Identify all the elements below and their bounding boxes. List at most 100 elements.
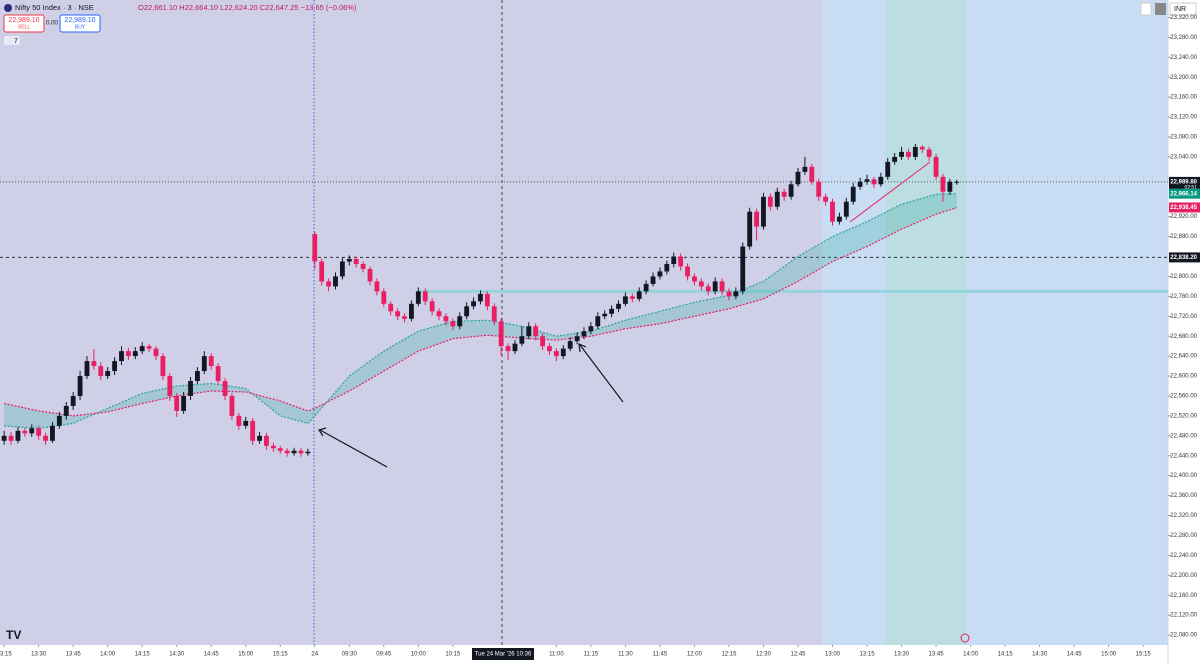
- candle-body: [409, 303, 414, 319]
- candle-body: [843, 201, 849, 217]
- candle-body: [36, 428, 42, 436]
- y-tick-label: 22,400.00: [1170, 473, 1197, 479]
- candle-body: [63, 405, 69, 416]
- candle-body: [671, 256, 677, 264]
- future-bg: [822, 0, 1168, 645]
- y-tick-label: 22,760.00: [1170, 294, 1197, 300]
- candle-body: [581, 331, 587, 337]
- candle-body: [567, 341, 573, 349]
- candle-body: [574, 336, 580, 342]
- y-tick-label: 22,360.00: [1170, 493, 1197, 499]
- candle-body: [181, 395, 187, 411]
- candle-body: [947, 181, 953, 192]
- candle-body: [657, 271, 663, 277]
- candle-body: [367, 268, 373, 282]
- candle-body: [823, 196, 829, 202]
- x-tick-label: 12:45: [790, 652, 806, 658]
- candle-body: [533, 326, 539, 337]
- candle-body: [112, 361, 118, 372]
- candle-body: [374, 281, 380, 292]
- x-tick-label: 13:45: [929, 652, 945, 658]
- currency-btn[interactable]: [1169, 2, 1197, 16]
- candle-body: [616, 303, 621, 309]
- candle-body: [761, 196, 766, 227]
- sell-price: 22,989.10: [8, 17, 39, 24]
- candle-body: [84, 361, 90, 377]
- candle-body: [498, 321, 504, 347]
- spread: 0.00: [46, 21, 58, 27]
- candle-body: [788, 184, 794, 197]
- y-tick-label: 23,320.00: [1170, 15, 1197, 21]
- candle-body: [56, 415, 62, 426]
- candle-body: [298, 450, 304, 454]
- candle-body: [277, 448, 283, 451]
- screenshot-btn[interactable]: [1155, 3, 1166, 15]
- candle-body: [643, 283, 649, 292]
- y-tick-label: 23,040.00: [1170, 154, 1197, 160]
- symbol: Nifty 50 Index · 3 · NSE: [15, 3, 94, 12]
- x-tick-label: 15:15: [273, 652, 289, 658]
- candle-body: [540, 336, 545, 347]
- candle-body: [291, 450, 297, 454]
- candle-body: [443, 316, 449, 322]
- session-bg: [0, 0, 822, 645]
- candle-body: [333, 276, 338, 287]
- x-tick-label: 12:15: [721, 652, 737, 658]
- candle-body: [664, 263, 670, 272]
- price-label-box: [1169, 176, 1200, 191]
- candle-body: [719, 281, 725, 292]
- candle-body: [926, 149, 932, 157]
- price-label: 22,966.14: [1170, 191, 1197, 197]
- price-label-box: [1169, 252, 1200, 263]
- y-tick-label: 22,680.00: [1170, 334, 1197, 340]
- sell-button[interactable]: [3, 14, 45, 33]
- y-tick-label: 23,240.00: [1170, 55, 1197, 61]
- x-tick-label: 24: [311, 652, 318, 658]
- candle-body: [229, 395, 235, 416]
- candle-body: [153, 348, 159, 357]
- candle-body: [602, 313, 608, 317]
- candle-body: [284, 450, 290, 454]
- candle-body: [733, 291, 739, 297]
- x-tick-label: 14:30: [1032, 652, 1048, 658]
- level-zone: [418, 289, 1168, 293]
- y-tick-label: 22,600.00: [1170, 374, 1197, 380]
- x-tick-label: 12:30: [756, 652, 772, 658]
- candle-body: [243, 420, 249, 426]
- indicators-toggle[interactable]: [4, 36, 20, 45]
- x-tick-label: 11:00: [549, 652, 564, 658]
- candle-body: [415, 291, 421, 304]
- crosshair-label: Tue 24 Mar '26 10:36: [475, 652, 532, 658]
- candle-body: [188, 381, 193, 396]
- candle-body: [450, 321, 456, 327]
- x-tick-label: 14:45: [204, 652, 220, 658]
- y-tick-label: 23,280.00: [1170, 35, 1197, 41]
- x-tick-label: 14:30: [169, 652, 185, 658]
- candle-body: [954, 181, 960, 183]
- candle-body: [512, 343, 518, 352]
- candle-body: [519, 336, 525, 344]
- candle-body: [491, 306, 497, 322]
- candle-body: [236, 415, 242, 426]
- candle-body: [933, 156, 939, 177]
- x-tick-label: 14:15: [998, 652, 1014, 658]
- candle-body: [257, 435, 262, 441]
- x-tick-label: 13:30: [894, 652, 910, 658]
- crosshair-box: [472, 648, 534, 660]
- candle-body: [747, 211, 753, 247]
- y-tick-label: 23,120.00: [1170, 115, 1197, 121]
- candle-body: [464, 306, 470, 317]
- download-btn[interactable]: [1140, 2, 1152, 16]
- candle-body: [222, 381, 228, 396]
- buy-button[interactable]: [59, 14, 101, 33]
- candle-body: [457, 316, 463, 327]
- candle-body: [195, 371, 200, 382]
- y-tick-label: 22,640.00: [1170, 354, 1197, 360]
- x-tick-label: 11:15: [584, 652, 599, 658]
- candle-body: [857, 181, 863, 187]
- highlight-range: [885, 0, 967, 645]
- candle-body: [77, 376, 83, 396]
- candle-body: [402, 316, 407, 319]
- candle-body: [629, 296, 635, 299]
- candle-body: [395, 311, 401, 317]
